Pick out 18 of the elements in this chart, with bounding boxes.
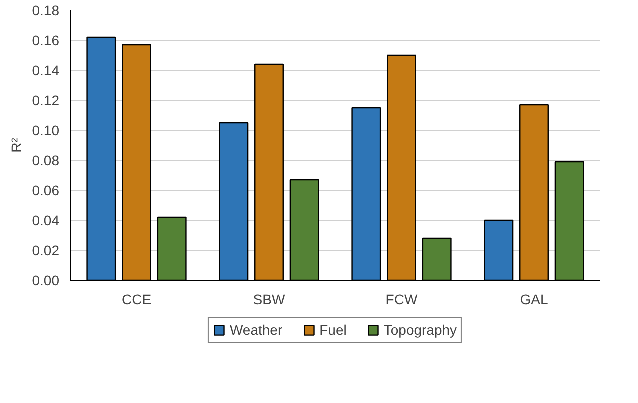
y-tick-label: 0.02 bbox=[32, 242, 60, 258]
y-tick-label: 0.16 bbox=[32, 32, 60, 48]
y-tick-label: 0.12 bbox=[32, 92, 60, 108]
x-tick-label: GAL bbox=[520, 292, 548, 308]
legend-label: Weather bbox=[230, 322, 283, 338]
y-axis-title: R² bbox=[8, 138, 24, 153]
y-tick-label: 0.14 bbox=[32, 62, 60, 78]
y-tick-label: 0.00 bbox=[32, 272, 60, 288]
y-tick-label: 0.18 bbox=[32, 2, 60, 18]
x-tick-label: FCW bbox=[386, 292, 418, 308]
x-tick-label: CCE bbox=[122, 292, 152, 308]
legend-label: Fuel bbox=[320, 322, 347, 338]
x-tick-label: SBW bbox=[253, 292, 286, 308]
y-tick-label: 0.08 bbox=[32, 152, 60, 168]
y-tick-label: 0.04 bbox=[32, 212, 60, 228]
legend-label: Topography bbox=[384, 322, 458, 338]
y-tick-label: 0.06 bbox=[32, 182, 60, 198]
y-tick-label: 0.10 bbox=[32, 122, 60, 138]
